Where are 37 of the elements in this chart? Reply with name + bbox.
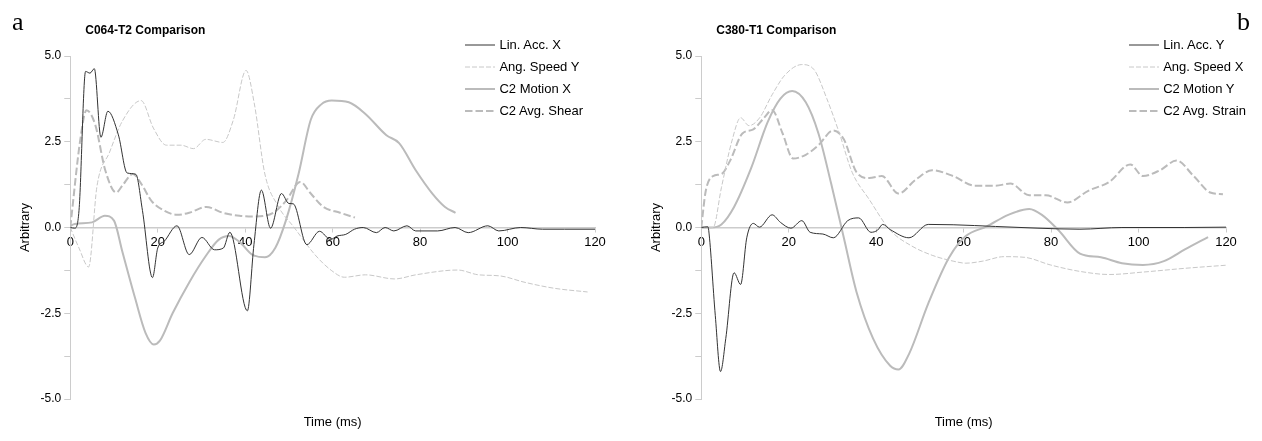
x-tick-label: 40: [868, 233, 884, 249]
y-tick-label: 0.0: [44, 219, 62, 234]
chart-title: C380-T1 Comparison: [716, 23, 837, 37]
x-tick-label: 120: [1215, 233, 1237, 249]
y-tick-label: -2.5: [671, 305, 693, 320]
x-axis-title: Time (ms): [303, 414, 362, 430]
x-tick-label: 20: [781, 233, 796, 249]
text: b: [1237, 6, 1250, 36]
chart-title: C064-T2 Comparison: [85, 23, 206, 37]
legend-label: C2 Motion X: [499, 80, 571, 98]
y-tick-label: -5.0: [671, 391, 693, 406]
y-tick-label: 0.0: [675, 219, 693, 234]
x-tick-label: 20: [150, 233, 165, 249]
legend-label: Lin. Acc. Y: [1163, 36, 1225, 54]
y-tick-label: -5.0: [40, 391, 62, 406]
legend-label: C2 Avg. Strain: [1163, 102, 1246, 120]
legend-label: Lin. Acc. X: [499, 36, 561, 54]
legend-label: Ang. Speed X: [1163, 58, 1244, 76]
legend-label: C2 Avg. Shear: [499, 102, 583, 120]
x-tick-label: 120: [584, 233, 606, 249]
x-tick-label: 100: [496, 233, 519, 249]
legend-label: Ang. Speed Y: [499, 58, 580, 76]
y-tick-label: -2.5: [40, 305, 62, 320]
x-tick-label: 80: [1043, 233, 1059, 249]
y-tick-label: 2.5: [44, 134, 62, 149]
x-tick-label: 60: [956, 233, 971, 249]
x-tick-label: 60: [325, 233, 340, 249]
x-axis-title: Time (ms): [934, 414, 993, 430]
y-axis-title: Arbitrary: [648, 202, 664, 253]
x-tick-label: 100: [1127, 233, 1150, 249]
legend-label: C2 Motion Y: [1163, 80, 1235, 98]
x-tick-label: 80: [412, 233, 428, 249]
y-axis-title: Arbitrary: [17, 202, 33, 253]
text: a: [12, 6, 24, 36]
y-tick-label: 2.5: [675, 134, 693, 149]
y-tick-label: 5.0: [675, 48, 693, 63]
y-tick-label: 5.0: [44, 48, 62, 63]
